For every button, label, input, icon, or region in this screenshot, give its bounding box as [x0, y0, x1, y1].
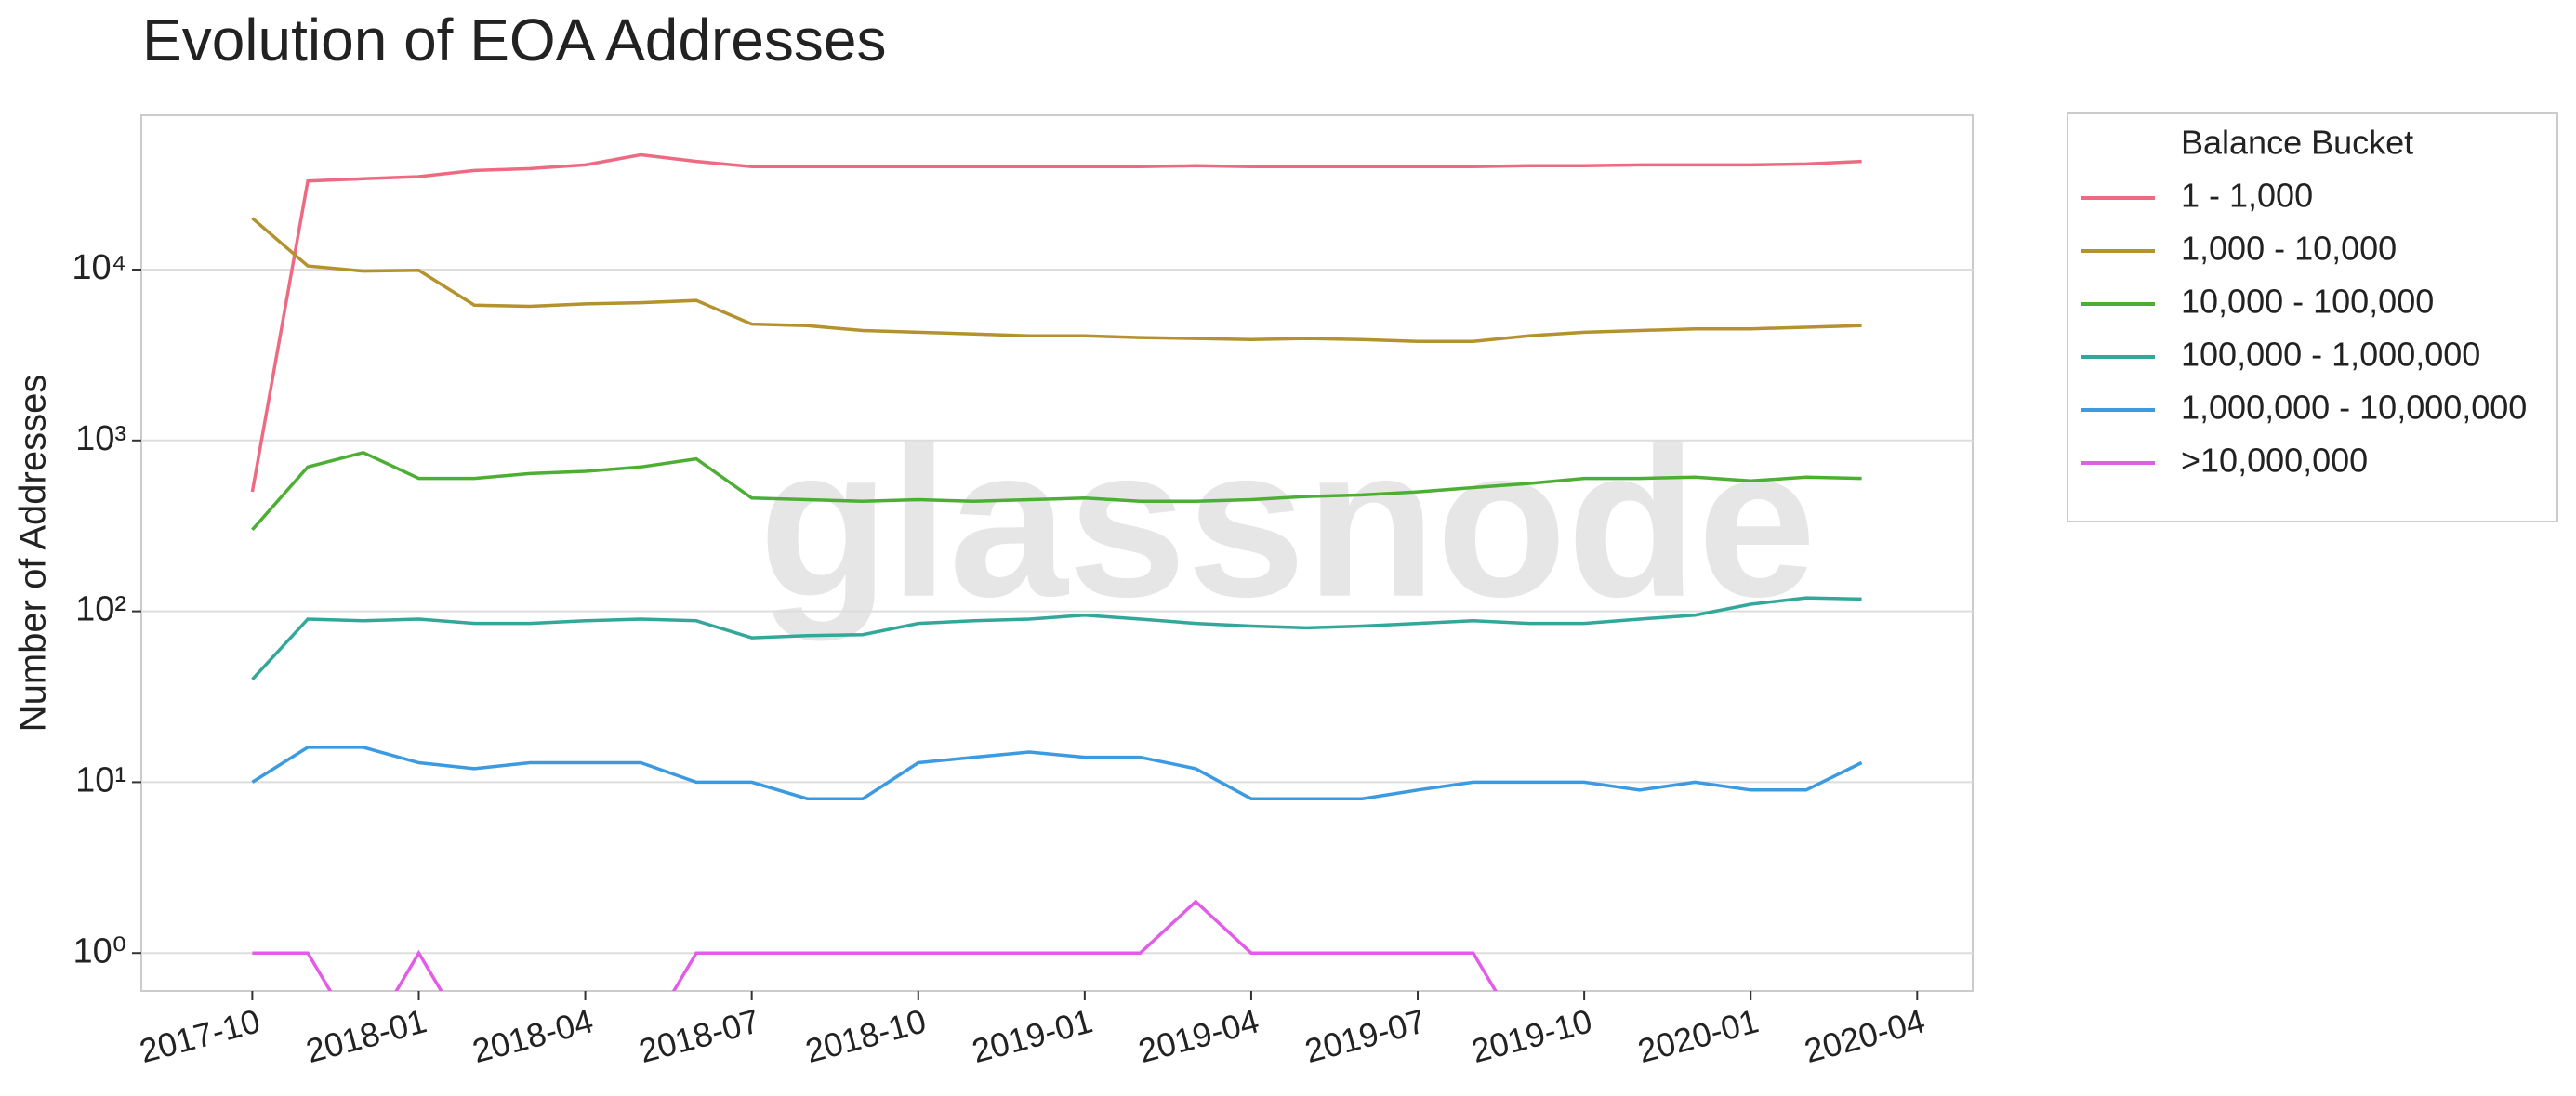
y-tick-label: 10³ — [75, 419, 126, 458]
legend-label: >10,000,000 — [2181, 442, 2368, 480]
x-tick-label: 2018-01 — [302, 1001, 430, 1070]
legend-label: 1 - 1,000 — [2181, 177, 2313, 215]
series-line — [250, 152, 1862, 493]
series-line — [251, 217, 1862, 343]
x-tick-label: 2017-10 — [136, 1001, 264, 1070]
x-tick-label: 2019-01 — [968, 1001, 1096, 1070]
watermark: glassnode — [759, 403, 1816, 641]
chart-title: Evolution of EOA Addresses — [142, 7, 886, 73]
x-tick-label: 2018-10 — [801, 1001, 930, 1070]
legend-label: 1,000 - 10,000 — [2181, 230, 2397, 268]
series-line — [252, 899, 1498, 991]
y-axis-label: Number of Addresses — [13, 375, 54, 733]
plot-area — [250, 152, 1863, 991]
legend-title: Balance Bucket — [2181, 124, 2413, 162]
y-tick-label: 10⁴ — [72, 248, 126, 287]
y-tick-label: 10² — [75, 590, 126, 629]
x-tick-label: 2020-04 — [1801, 1001, 1929, 1070]
x-tick-label: 2018-07 — [635, 1001, 763, 1070]
legend-box — [2067, 112, 2558, 522]
legend-label: 1,000,000 - 10,000,000 — [2181, 389, 2527, 427]
x-tick-label: 2019-04 — [1134, 1001, 1262, 1070]
series-line — [251, 596, 1862, 680]
series-line — [251, 746, 1863, 800]
x-tick-label: 2018-04 — [469, 1001, 597, 1070]
x-tick-label: 2019-07 — [1301, 1001, 1429, 1070]
x-tick-label: 2020-01 — [1634, 1001, 1763, 1070]
y-tick-label: 10¹ — [75, 760, 126, 799]
series-line — [251, 450, 1862, 532]
legend-label: 100,000 - 1,000,000 — [2181, 336, 2480, 374]
x-tick-label: 2019-10 — [1467, 1001, 1595, 1070]
legend-label: 10,000 - 100,000 — [2181, 283, 2434, 321]
plot-frame — [140, 114, 1974, 992]
y-tick-label: 10⁰ — [73, 931, 126, 971]
